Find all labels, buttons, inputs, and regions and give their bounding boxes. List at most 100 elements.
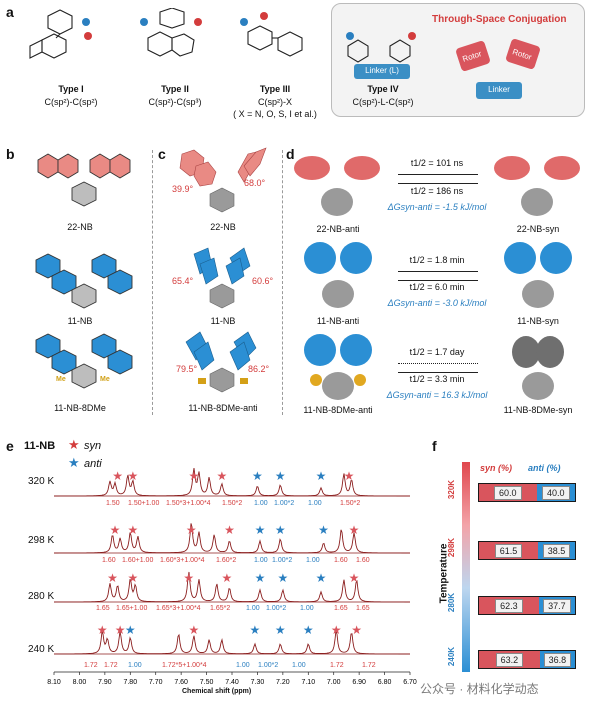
c-11-nb-right-angle: 60.6° — [252, 276, 274, 286]
f-anti-value-298K: 38.5 — [542, 543, 571, 558]
c-11-nb-left-angle: 65.4° — [172, 276, 194, 286]
int-320-0: 1.50 — [106, 500, 120, 507]
nmr-star-3-1: ★ — [115, 623, 126, 637]
nmr-spectra: 8.10 8.00 7.90 7.80 7.70 7.60 7.50 7.40 7.30 7.20… — [47, 468, 417, 686]
nmr-star-2-1: ★ — [127, 571, 138, 585]
panel-label-f: f — [432, 438, 437, 454]
d-11-nb-syn-label: 11-NB-syn — [517, 316, 559, 326]
nmr-tick-label-9: 7.20 — [276, 679, 290, 686]
nmr-tick-label-0: 8.10 — [47, 679, 61, 686]
d-11-nb-dg: ΔGsyn-anti = -3.0 kJ/mol — [387, 298, 487, 308]
int-240-2: 1.00 — [128, 662, 142, 669]
me-label-left: Me — [56, 376, 66, 383]
nmr-star-2-0: ★ — [107, 571, 118, 585]
b-11-nb-structure — [35, 253, 133, 309]
d-22-nb-syn-label: 22-NB-syn — [516, 224, 560, 234]
legend-syn-star: ★ — [68, 437, 80, 452]
nmr-tick-label-7: 7.40 — [225, 679, 239, 686]
nmr-tick-label-4: 7.70 — [149, 679, 163, 686]
nmr-tick-label-12: 6.90 — [352, 679, 366, 686]
int-298-5: 1.00*2 — [272, 557, 293, 564]
int-298-7: 1.60 — [334, 557, 348, 564]
int-240-4: 1.00 — [236, 662, 250, 669]
b-11-nb-8dme-label: 11-NB-8DMe — [54, 403, 106, 413]
me-label-right: Me — [100, 376, 110, 383]
nmr-star-3-5: ★ — [275, 623, 286, 637]
nmr-star-3-0: ★ — [97, 623, 108, 637]
type-ii-bond: C(sp²)-C(sp³) — [148, 97, 202, 107]
d-11-nb-8dme-anti-model — [304, 334, 372, 400]
nmr-tick-label-10: 7.10 — [301, 679, 315, 686]
nmr-star-1-4: ★ — [255, 523, 266, 537]
panel-label-a: a — [6, 4, 14, 20]
d-11-nb-syn-model — [504, 242, 572, 308]
int-240-6: 1.00 — [292, 662, 306, 669]
temp-298: 298 K — [28, 535, 55, 546]
int-240-3: 1.72*5+1.00*4 — [162, 662, 207, 669]
e-compound: 11-NB — [24, 440, 56, 452]
f-syn-value-280K: 62.3 — [495, 598, 523, 613]
nmr-tick-label-11: 7.00 — [327, 679, 341, 686]
c-22-nb-left-angle: 39.9° — [172, 184, 194, 194]
nmr-star-2-4: ★ — [255, 571, 266, 585]
int-280-6: 1.00 — [300, 605, 314, 612]
type-iii-structure — [240, 12, 303, 57]
c-11-nb-8dme-crystal — [185, 331, 257, 393]
int-280-0: 1.65 — [96, 605, 110, 612]
int-240-8: 1.72 — [362, 662, 376, 669]
int-240-0: 1.72 — [84, 662, 98, 669]
f-anti-segment-240K: 36.8 — [539, 651, 575, 668]
separator-b-c — [152, 150, 153, 415]
d-22-nb-t-rev: t1/2 = 186 ns — [410, 186, 464, 196]
legend-anti-label: anti — [84, 458, 102, 470]
type-iv-name: Type IV — [367, 84, 399, 94]
legend-syn-label: syn — [84, 440, 102, 452]
c-22-nb-label: 22-NB — [210, 222, 236, 232]
f-syn-value-240K: 63.2 — [495, 652, 524, 667]
nmr-tick-label-3: 7.80 — [123, 679, 137, 686]
b-11-nb-label: 11-NB — [67, 316, 93, 326]
c-22-nb-right-angle: 68.0° — [244, 178, 266, 188]
nmr-spectrum-2 — [54, 571, 410, 603]
f-anti-header: anti (%) — [528, 463, 561, 473]
temp-320: 320 K — [28, 476, 55, 487]
int-320-7: 1.50*2 — [340, 500, 361, 507]
type-iv-bond: C(sp²)-L-C(sp²) — [352, 97, 414, 107]
type-iv-structure — [346, 32, 416, 79]
f-category-298K: 298K — [447, 537, 457, 558]
nmr-star-0-2: ★ — [188, 469, 199, 483]
int-280-4: 1.00 — [246, 605, 260, 612]
type-iii-note: ( X = N, O, S, I et al.) — [233, 109, 317, 119]
nmr-star-1-7: ★ — [349, 523, 360, 537]
nmr-spectrum-1 — [54, 523, 410, 554]
nmr-star-1-1: ★ — [127, 523, 138, 537]
nmr-star-2-5: ★ — [277, 571, 288, 585]
c-11-nb-8dme-label: 11-NB-8DMe-anti — [188, 403, 258, 413]
nmr-star-2-2: ★ — [183, 571, 194, 585]
int-320-5: 1.00*2 — [274, 500, 295, 507]
d-22-nb-anti-label: 22-NB-anti — [316, 224, 360, 234]
int-298-1: 1.60+1.00 — [122, 557, 154, 564]
linker-cartoon-label: Linker — [488, 85, 510, 94]
f-anti-segment-320K: 40.0 — [536, 484, 575, 501]
type-ii-name: Type II — [161, 84, 189, 94]
d-11-nb-t-rev: t1/2 = 6.0 min — [409, 282, 465, 292]
int-280-3: 1.65*2 — [210, 605, 231, 612]
nmr-star-0-7: ★ — [344, 469, 355, 483]
int-320-4: 1.00 — [254, 500, 268, 507]
d-11-nb-8dme-anti-label: 11-NB-8DMe-anti — [303, 405, 373, 415]
f-syn-segment-298K: 61.5 — [479, 542, 539, 559]
nmr-star-0-5: ★ — [275, 469, 286, 483]
c-11-nb-8dme-right-angle: 86.2° — [248, 364, 270, 374]
nmr-star-1-2: ★ — [186, 523, 197, 537]
nmr-star-0-6: ★ — [316, 469, 327, 483]
type-iv-box — [331, 3, 585, 117]
d-22-nb-arrow — [398, 174, 478, 184]
nmr-tick-label-5: 7.60 — [174, 679, 188, 686]
d-22-nb-syn-model — [494, 156, 580, 216]
nmr-star-0-4: ★ — [252, 469, 263, 483]
watermark: 公众号 · 材料化学动态 — [420, 682, 539, 696]
f-category-280K: 280K — [447, 592, 457, 613]
int-280-2: 1.65*3+1.00*4 — [156, 605, 201, 612]
type-ii-structure — [140, 8, 202, 57]
